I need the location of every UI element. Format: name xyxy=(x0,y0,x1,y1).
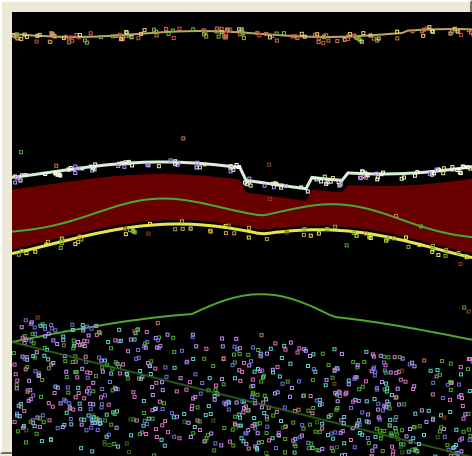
scan-image xyxy=(12,12,472,456)
surface-speckles xyxy=(12,26,472,45)
bottom-slope-line xyxy=(12,342,472,456)
green-layer-lower xyxy=(12,294,472,342)
lower-speckle-region xyxy=(12,319,472,456)
scan-canvas[interactable] xyxy=(12,12,472,456)
dark-red-band xyxy=(12,174,472,254)
